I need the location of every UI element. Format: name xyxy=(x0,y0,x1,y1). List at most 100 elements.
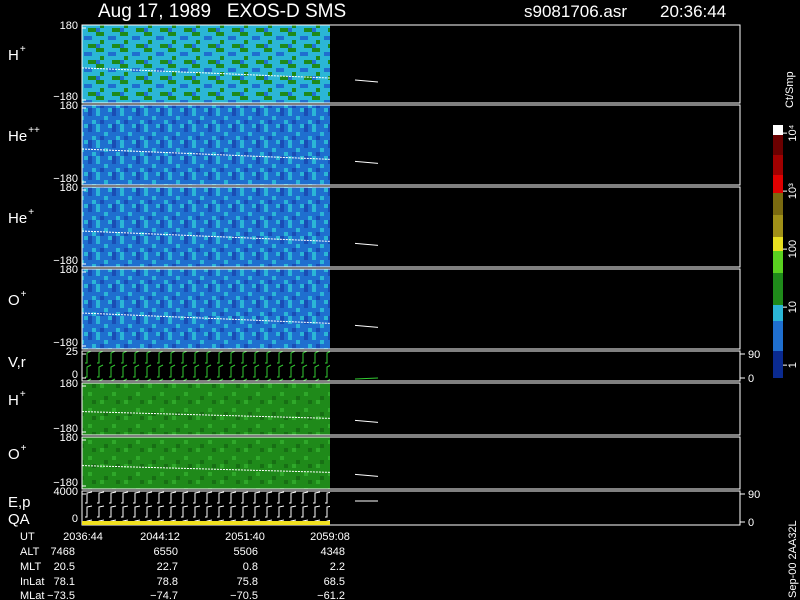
panel-frame xyxy=(81,186,741,268)
panel-frame xyxy=(81,436,741,490)
y-tick-label: 180 xyxy=(60,182,78,194)
ephemeris-label: ALT xyxy=(20,546,40,558)
ephemeris-label: MLat xyxy=(20,590,44,600)
colorbar: Ct/Smp xyxy=(773,71,796,378)
trace xyxy=(81,67,331,79)
trace xyxy=(354,324,379,328)
ephemeris-label: UT xyxy=(20,531,35,543)
panel-frame xyxy=(81,490,741,526)
ephemeris-value: 2036:44 xyxy=(63,531,103,543)
y-tick-label: 180 xyxy=(60,432,78,444)
qa-bar xyxy=(82,521,330,525)
ephemeris-value: −73.5 xyxy=(47,590,75,600)
ephemeris-value: −70.5 xyxy=(230,590,258,600)
colorbar-tick-label: 100 xyxy=(787,240,799,258)
trace xyxy=(354,79,379,83)
trace xyxy=(81,465,331,473)
panel-frame xyxy=(81,268,741,350)
ephemeris-value: 2.2 xyxy=(330,561,345,573)
y-tick-label: −180 xyxy=(53,255,78,267)
panel-label: H xyxy=(8,392,19,409)
panel-label: H xyxy=(8,47,19,64)
trace xyxy=(354,419,379,423)
colorbar-tick-label: 10³ xyxy=(787,183,799,199)
panel-frame xyxy=(81,382,741,436)
ephemeris-value: 78.8 xyxy=(157,576,178,588)
ephemeris-value: 0.8 xyxy=(243,561,258,573)
ephemeris-value: 2044:12 xyxy=(140,531,180,543)
y2-tick-label: 90 xyxy=(748,489,760,501)
colorbar-tick-label: 1 xyxy=(787,362,799,368)
ephemeris-value: 78.1 xyxy=(54,576,75,588)
y-tick-label: 180 xyxy=(60,100,78,112)
panel-label-sup: + xyxy=(20,389,26,400)
trace xyxy=(354,377,379,380)
panel-frame xyxy=(81,104,741,186)
panel-data xyxy=(82,25,330,103)
panel-data xyxy=(82,437,330,489)
panel-frame xyxy=(81,350,741,382)
ephemeris-value: 22.7 xyxy=(157,561,178,573)
panel-label: O xyxy=(8,292,20,309)
trace xyxy=(81,312,331,324)
time: 20:36:44 xyxy=(660,2,726,21)
y-tick-label: 0 xyxy=(72,369,78,381)
panel-label-sup: + xyxy=(21,443,27,454)
panel-label: E,p xyxy=(8,494,31,511)
colorbar-tick-label: 10⁴ xyxy=(787,124,799,141)
trace xyxy=(81,411,331,419)
panel-label: V,r xyxy=(8,354,26,371)
panel-label-sup: + xyxy=(28,207,34,218)
trace xyxy=(354,473,379,477)
footer: Sep-00 2AA32L xyxy=(787,520,799,598)
trace xyxy=(81,230,331,242)
panel-data xyxy=(82,351,330,381)
trace xyxy=(81,148,331,160)
ephemeris-label: MLT xyxy=(20,561,41,573)
panel-label: O xyxy=(8,446,20,463)
y-tick-label: 180 xyxy=(60,378,78,390)
ephemeris-value: 2051:40 xyxy=(225,531,265,543)
ephemeris-label: InLat xyxy=(20,576,44,588)
trace xyxy=(354,160,379,164)
y-tick-label: −180 xyxy=(53,477,78,489)
panel-label-sup: + xyxy=(20,44,26,55)
panel-label: He xyxy=(8,210,27,227)
ephemeris-value: 2059:08 xyxy=(310,531,350,543)
y2-tick-label: 0 xyxy=(748,373,754,385)
file-name: s9081706.asr xyxy=(524,2,627,21)
ephemeris-value: −61.2 xyxy=(317,590,345,600)
colorbar-tick-label: 10 xyxy=(787,301,799,313)
ephemeris-value: 68.5 xyxy=(324,576,345,588)
y2-tick-label: 0 xyxy=(748,517,754,529)
panel-label-sup: + xyxy=(21,289,27,300)
panel-data xyxy=(82,187,330,267)
ephemeris-value: 4348 xyxy=(321,546,345,558)
ephemeris-value: 6550 xyxy=(154,546,178,558)
y-tick-label: 180 xyxy=(60,20,78,32)
y-tick-label: 25 xyxy=(66,346,78,358)
panel-label: QA xyxy=(8,511,30,528)
trace xyxy=(354,242,379,246)
ephemeris-value: 5506 xyxy=(234,546,258,558)
title: Aug 17, 1989 EXOS-D SMS xyxy=(98,1,346,22)
panel-data xyxy=(82,491,330,525)
y-tick-label: −180 xyxy=(53,337,78,349)
y-tick-label: −180 xyxy=(53,423,78,435)
panel-data xyxy=(82,105,330,185)
panel-data xyxy=(82,383,330,435)
y2-tick-label: 90 xyxy=(748,349,760,361)
y-tick-label: 180 xyxy=(60,264,78,276)
panel-label-sup: ++ xyxy=(28,125,40,136)
ephemeris-value: 20.5 xyxy=(54,561,75,573)
ephemeris-value: −74.7 xyxy=(150,590,178,600)
panel-frame xyxy=(81,24,741,104)
y-tick-label: 0 xyxy=(72,513,78,525)
colorbar-label: Ct/Smp xyxy=(784,71,796,108)
y-tick-label: −180 xyxy=(53,173,78,185)
y-tick-label: −180 xyxy=(53,91,78,103)
ephemeris-value: 75.8 xyxy=(237,576,258,588)
